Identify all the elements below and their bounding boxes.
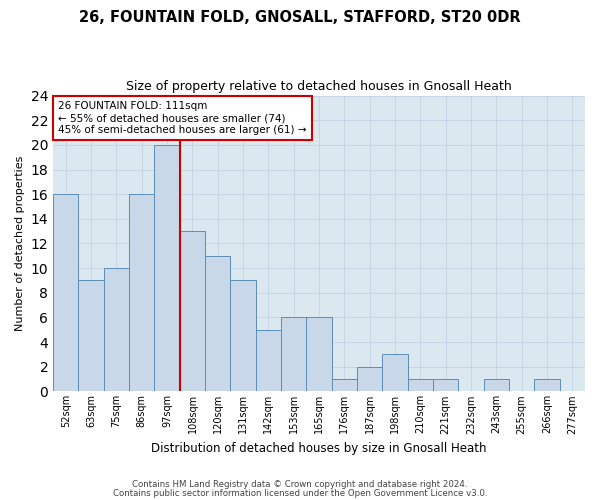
Bar	[484, 379, 509, 392]
Bar	[230, 280, 256, 392]
Bar	[53, 194, 79, 392]
Text: 26, FOUNTAIN FOLD, GNOSALL, STAFFORD, ST20 0DR: 26, FOUNTAIN FOLD, GNOSALL, STAFFORD, ST…	[79, 10, 521, 25]
X-axis label: Distribution of detached houses by size in Gnosall Heath: Distribution of detached houses by size …	[151, 442, 487, 455]
Bar	[535, 379, 560, 392]
Bar	[281, 318, 307, 392]
Bar	[332, 379, 357, 392]
Text: Contains public sector information licensed under the Open Government Licence v3: Contains public sector information licen…	[113, 488, 487, 498]
Y-axis label: Number of detached properties: Number of detached properties	[15, 156, 25, 331]
Bar	[79, 280, 104, 392]
Text: Contains HM Land Registry data © Crown copyright and database right 2024.: Contains HM Land Registry data © Crown c…	[132, 480, 468, 489]
Bar	[382, 354, 408, 392]
Bar	[180, 231, 205, 392]
Bar	[154, 145, 180, 392]
Bar	[205, 256, 230, 392]
Bar	[129, 194, 154, 392]
Text: 26 FOUNTAIN FOLD: 111sqm
← 55% of detached houses are smaller (74)
45% of semi-d: 26 FOUNTAIN FOLD: 111sqm ← 55% of detach…	[58, 102, 307, 134]
Bar	[104, 268, 129, 392]
Title: Size of property relative to detached houses in Gnosall Heath: Size of property relative to detached ho…	[126, 80, 512, 93]
Bar	[408, 379, 433, 392]
Bar	[307, 318, 332, 392]
Bar	[433, 379, 458, 392]
Bar	[357, 366, 382, 392]
Bar	[256, 330, 281, 392]
